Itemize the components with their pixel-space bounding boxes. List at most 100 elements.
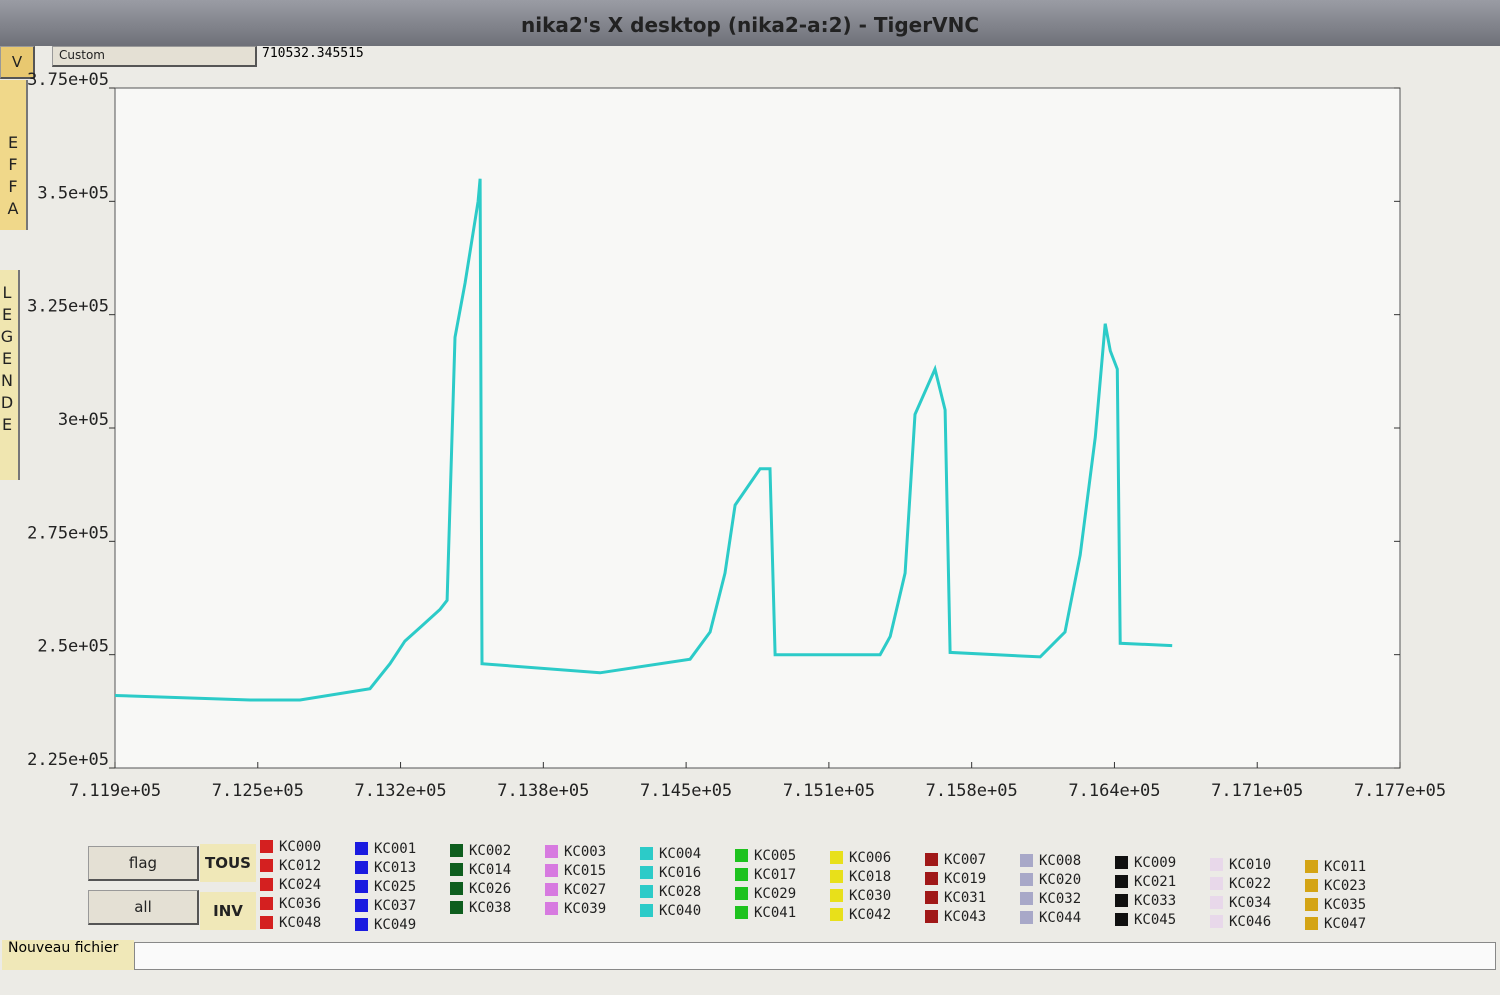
legend-label: KC014 <box>469 861 512 878</box>
legend-entry[interactable]: KC048 <box>260 914 321 933</box>
legend-entry[interactable]: KC010 <box>1210 856 1271 875</box>
legend-entry[interactable]: KC044 <box>1020 909 1081 928</box>
legend-label: KC046 <box>1229 914 1272 930</box>
legend-swatch <box>925 852 938 866</box>
legend-swatch <box>925 909 938 923</box>
legend-label: KC044 <box>1039 910 1082 927</box>
tous-button[interactable]: TOUS <box>200 844 256 882</box>
legend-entry[interactable]: KC047 <box>1305 915 1366 934</box>
legend-entry[interactable]: KC033 <box>1115 892 1176 911</box>
inv-button[interactable]: INV <box>200 892 256 930</box>
legend-entry[interactable]: KC043 <box>925 908 986 927</box>
legend-entry[interactable]: KC018 <box>830 868 891 887</box>
legend-entry[interactable]: KC024 <box>260 876 321 895</box>
x-tick-label: 7.177e+05 <box>1354 781 1446 801</box>
legend-entry[interactable]: KC002 <box>450 842 511 861</box>
legend-entry[interactable]: KC034 <box>1210 894 1271 913</box>
plot-area <box>114 87 1401 769</box>
legend-entry[interactable]: KC025 <box>355 878 416 897</box>
legend-entry[interactable]: KC014 <box>450 861 511 880</box>
legend-entry[interactable]: KC015 <box>545 862 606 881</box>
legend-swatch <box>355 917 368 931</box>
legend-entry[interactable]: KC032 <box>1020 890 1081 909</box>
legend-label: KC013 <box>374 859 417 876</box>
legend-entry[interactable]: KC008 <box>1020 852 1081 871</box>
legend-entry[interactable]: KC046 <box>1210 913 1271 932</box>
y-tick-label: 2.75e+05 <box>27 523 109 543</box>
legend-entry[interactable]: KC041 <box>735 904 796 923</box>
legend-label: KC043 <box>944 908 987 925</box>
legend-entry[interactable]: KC026 <box>450 880 511 899</box>
legend-swatch <box>640 866 653 880</box>
legend-label: KC040 <box>659 903 702 920</box>
legend-entry[interactable]: KC005 <box>735 847 796 866</box>
legend-label: KC049 <box>374 916 417 933</box>
legend-entry[interactable]: KC017 <box>735 866 796 885</box>
legend-entry[interactable]: KC031 <box>925 889 986 908</box>
legend-entry[interactable]: KC028 <box>640 883 701 902</box>
legend-swatch <box>1115 856 1128 870</box>
filename-field[interactable] <box>134 942 1496 970</box>
legend-swatch <box>735 906 748 919</box>
effa-button[interactable]: EFFA <box>7 133 19 218</box>
legend-entry[interactable]: KC022 <box>1210 875 1271 894</box>
legend-entry[interactable]: KC039 <box>545 900 606 919</box>
legend-entry[interactable]: KC012 <box>260 857 321 876</box>
legend-entry[interactable]: KC023 <box>1305 877 1366 896</box>
legend-entry[interactable]: KC001 <box>355 840 416 859</box>
legend-entry[interactable]: KC038 <box>450 899 511 918</box>
legend-entry[interactable]: KC029 <box>735 885 796 904</box>
data-line <box>114 178 1173 702</box>
legend-entry[interactable]: KC030 <box>830 887 891 906</box>
legend-entry[interactable]: KC003 <box>545 843 606 862</box>
legende-button[interactable]: LEGENDE <box>0 283 14 434</box>
legend-entry[interactable]: KC009 <box>1115 854 1176 873</box>
legend-label: KC011 <box>1324 858 1367 875</box>
legend-swatch <box>735 849 748 862</box>
legend-swatch <box>545 845 558 859</box>
v-button[interactable]: V <box>0 46 35 79</box>
effa-panel[interactable]: EFFA <box>0 80 28 230</box>
legend-swatch <box>1210 896 1223 909</box>
legend-swatch <box>450 881 463 895</box>
x-tick-label: 7.132e+05 <box>354 781 446 801</box>
x-tick-label: 7.125e+05 <box>212 781 304 801</box>
legend-entry[interactable]: KC037 <box>355 897 416 916</box>
legend-swatch <box>830 850 843 864</box>
flag-button[interactable]: flag <box>88 846 199 881</box>
mode-select[interactable]: Custom <box>52 46 257 67</box>
legend-entry[interactable]: KC021 <box>1115 873 1176 892</box>
all-button[interactable]: all <box>88 890 199 925</box>
legend-label: KC000 <box>279 839 322 855</box>
legend-swatch <box>1305 859 1318 873</box>
legend-entry[interactable]: KC011 <box>1305 858 1366 877</box>
legend-swatch <box>1020 854 1033 868</box>
legend-entry[interactable]: KC045 <box>1115 911 1176 930</box>
legend-entry[interactable]: KC016 <box>640 864 701 883</box>
legend-entry[interactable]: KC019 <box>925 870 986 889</box>
x-tick-label: 7.164e+05 <box>1068 781 1160 801</box>
legend-swatch <box>260 840 273 853</box>
legend-swatch <box>545 883 558 897</box>
legend-entry[interactable]: KC004 <box>640 845 701 864</box>
legend-entry[interactable]: KC035 <box>1305 896 1366 915</box>
legend-label: KC008 <box>1039 853 1082 870</box>
legend-entry[interactable]: KC007 <box>925 851 986 870</box>
legend-entry[interactable]: KC006 <box>830 849 891 868</box>
x-tick-label: 7.119e+05 <box>69 781 161 801</box>
legend-entry[interactable]: KC000 <box>260 838 321 857</box>
legend-entry[interactable]: KC020 <box>1020 871 1081 890</box>
x-tick-label: 7.171e+05 <box>1211 781 1303 801</box>
legend-entry[interactable]: KC049 <box>355 916 416 935</box>
legend-entry[interactable]: KC042 <box>830 906 891 925</box>
legend-swatch <box>735 887 748 900</box>
legend-entry[interactable]: KC040 <box>640 902 701 921</box>
legend-entry[interactable]: KC027 <box>545 881 606 900</box>
legend-label: KC031 <box>944 889 987 906</box>
legend-panel[interactable]: LEGENDE <box>0 270 20 480</box>
legend-label: KC020 <box>1039 872 1082 889</box>
legend-entry[interactable]: KC036 <box>260 895 321 914</box>
position-value: 710532.345515 <box>262 46 364 61</box>
y-tick-label: 3e+05 <box>58 410 109 430</box>
legend-entry[interactable]: KC013 <box>355 859 416 878</box>
